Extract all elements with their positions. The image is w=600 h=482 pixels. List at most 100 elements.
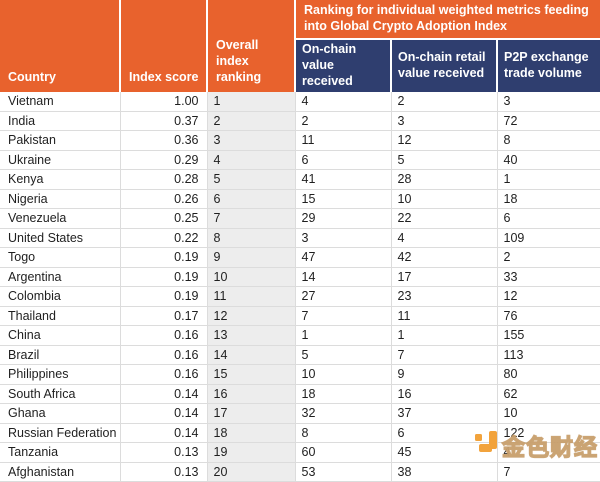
onchain-value-cell: 8 bbox=[295, 423, 392, 444]
p2p-volume-cell: 76 bbox=[497, 306, 600, 327]
index-score-cell: 0.16 bbox=[120, 364, 208, 385]
index-score-cell: 0.17 bbox=[120, 306, 208, 327]
onchain-retail-cell: 42 bbox=[391, 247, 498, 268]
country-cell: China bbox=[0, 325, 121, 346]
onchain-retail-cell: 3 bbox=[391, 111, 498, 132]
country-cell: Kenya bbox=[0, 169, 121, 190]
index-score-cell: 0.16 bbox=[120, 325, 208, 346]
onchain-retail-cell: 16 bbox=[391, 384, 498, 405]
country-cell: Russian Federation bbox=[0, 423, 121, 444]
p2p-volume-cell: 122 bbox=[497, 423, 600, 444]
overall-rank-cell: 1 bbox=[207, 92, 296, 112]
header-onchain-retail-value-received: On-chain retail value received bbox=[391, 38, 498, 93]
onchain-retail-cell: 10 bbox=[391, 189, 498, 210]
index-score-cell: 0.19 bbox=[120, 267, 208, 288]
onchain-retail-cell: 22 bbox=[391, 208, 498, 229]
table-row: Venezuela 0.25 7 29 22 6 bbox=[0, 208, 600, 229]
index-score-cell: 0.37 bbox=[120, 111, 208, 132]
table-row: United States 0.22 8 3 4 109 bbox=[0, 228, 600, 249]
p2p-volume-cell: 7 bbox=[497, 462, 600, 482]
index-score-cell: 0.36 bbox=[120, 130, 208, 151]
onchain-retail-cell: 11 bbox=[391, 306, 498, 327]
table-row: Brazil 0.16 14 5 7 113 bbox=[0, 345, 600, 366]
p2p-volume-cell: 80 bbox=[497, 364, 600, 385]
table-row: Pakistan 0.36 3 11 12 8 bbox=[0, 130, 600, 151]
header-group-banner: Ranking for individual weighted metrics … bbox=[295, 0, 600, 40]
onchain-value-cell: 5 bbox=[295, 345, 392, 366]
table-row: Ghana 0.14 17 32 37 10 bbox=[0, 403, 600, 424]
index-score-cell: 0.19 bbox=[120, 286, 208, 307]
p2p-volume-cell: 2 bbox=[497, 247, 600, 268]
onchain-value-cell: 6 bbox=[295, 150, 392, 171]
p2p-volume-cell: 4 bbox=[497, 442, 600, 463]
header-onchain-value-received: On-chain value received bbox=[295, 38, 392, 93]
overall-rank-cell: 17 bbox=[207, 403, 296, 424]
onchain-retail-cell: 6 bbox=[391, 423, 498, 444]
overall-rank-cell: 4 bbox=[207, 150, 296, 171]
country-cell: Togo bbox=[0, 247, 121, 268]
p2p-volume-cell: 12 bbox=[497, 286, 600, 307]
onchain-value-cell: 41 bbox=[295, 169, 392, 190]
header-index-score: Index score bbox=[120, 0, 208, 93]
p2p-volume-cell: 18 bbox=[497, 189, 600, 210]
overall-rank-cell: 18 bbox=[207, 423, 296, 444]
table-row: Tanzania 0.13 19 60 45 4 bbox=[0, 442, 600, 463]
overall-rank-cell: 6 bbox=[207, 189, 296, 210]
table-row: Philippines 0.16 15 10 9 80 bbox=[0, 364, 600, 385]
table-row: Argentina 0.19 10 14 17 33 bbox=[0, 267, 600, 288]
onchain-value-cell: 53 bbox=[295, 462, 392, 482]
country-cell: Afghanistan bbox=[0, 462, 121, 482]
onchain-retail-cell: 2 bbox=[391, 92, 498, 112]
overall-rank-cell: 8 bbox=[207, 228, 296, 249]
table-row: Colombia 0.19 11 27 23 12 bbox=[0, 286, 600, 307]
p2p-volume-cell: 33 bbox=[497, 267, 600, 288]
onchain-retail-cell: 37 bbox=[391, 403, 498, 424]
index-score-cell: 0.25 bbox=[120, 208, 208, 229]
onchain-value-cell: 27 bbox=[295, 286, 392, 307]
overall-rank-cell: 13 bbox=[207, 325, 296, 346]
index-score-cell: 0.22 bbox=[120, 228, 208, 249]
index-score-cell: 0.16 bbox=[120, 345, 208, 366]
overall-rank-cell: 15 bbox=[207, 364, 296, 385]
index-score-cell: 0.14 bbox=[120, 423, 208, 444]
table-row: Nigeria 0.26 6 15 10 18 bbox=[0, 189, 600, 210]
table-row: Afghanistan 0.13 20 53 38 7 bbox=[0, 462, 600, 482]
onchain-value-cell: 18 bbox=[295, 384, 392, 405]
onchain-value-cell: 15 bbox=[295, 189, 392, 210]
overall-rank-cell: 16 bbox=[207, 384, 296, 405]
overall-rank-cell: 7 bbox=[207, 208, 296, 229]
country-cell: Philippines bbox=[0, 364, 121, 385]
header-country: Country bbox=[0, 0, 121, 93]
table-row: Ukraine 0.29 4 6 5 40 bbox=[0, 150, 600, 171]
country-cell: Colombia bbox=[0, 286, 121, 307]
country-cell: Venezuela bbox=[0, 208, 121, 229]
p2p-volume-cell: 8 bbox=[497, 130, 600, 151]
country-cell: Ghana bbox=[0, 403, 121, 424]
country-cell: United States bbox=[0, 228, 121, 249]
index-score-cell: 0.14 bbox=[120, 403, 208, 424]
header-overall-index-ranking: Overall index ranking bbox=[207, 0, 296, 93]
overall-rank-cell: 19 bbox=[207, 442, 296, 463]
country-cell: South Africa bbox=[0, 384, 121, 405]
onchain-value-cell: 7 bbox=[295, 306, 392, 327]
onchain-value-cell: 32 bbox=[295, 403, 392, 424]
onchain-retail-cell: 28 bbox=[391, 169, 498, 190]
index-score-cell: 0.29 bbox=[120, 150, 208, 171]
country-cell: Argentina bbox=[0, 267, 121, 288]
onchain-retail-cell: 23 bbox=[391, 286, 498, 307]
table-row: China 0.16 13 1 1 155 bbox=[0, 325, 600, 346]
overall-rank-cell: 3 bbox=[207, 130, 296, 151]
index-score-cell: 0.14 bbox=[120, 384, 208, 405]
onchain-retail-cell: 17 bbox=[391, 267, 498, 288]
onchain-retail-cell: 9 bbox=[391, 364, 498, 385]
country-cell: India bbox=[0, 111, 121, 132]
table-body: Vietnam 1.00 1 4 2 3 India 0.37 2 2 3 72 Pakistan 0.3… bbox=[0, 92, 600, 482]
index-score-cell: 0.28 bbox=[120, 169, 208, 190]
country-cell: Vietnam bbox=[0, 92, 121, 112]
index-score-cell: 0.26 bbox=[120, 189, 208, 210]
onchain-value-cell: 10 bbox=[295, 364, 392, 385]
onchain-retail-cell: 45 bbox=[391, 442, 498, 463]
index-score-cell: 0.19 bbox=[120, 247, 208, 268]
table-row: Vietnam 1.00 1 4 2 3 bbox=[0, 92, 600, 112]
